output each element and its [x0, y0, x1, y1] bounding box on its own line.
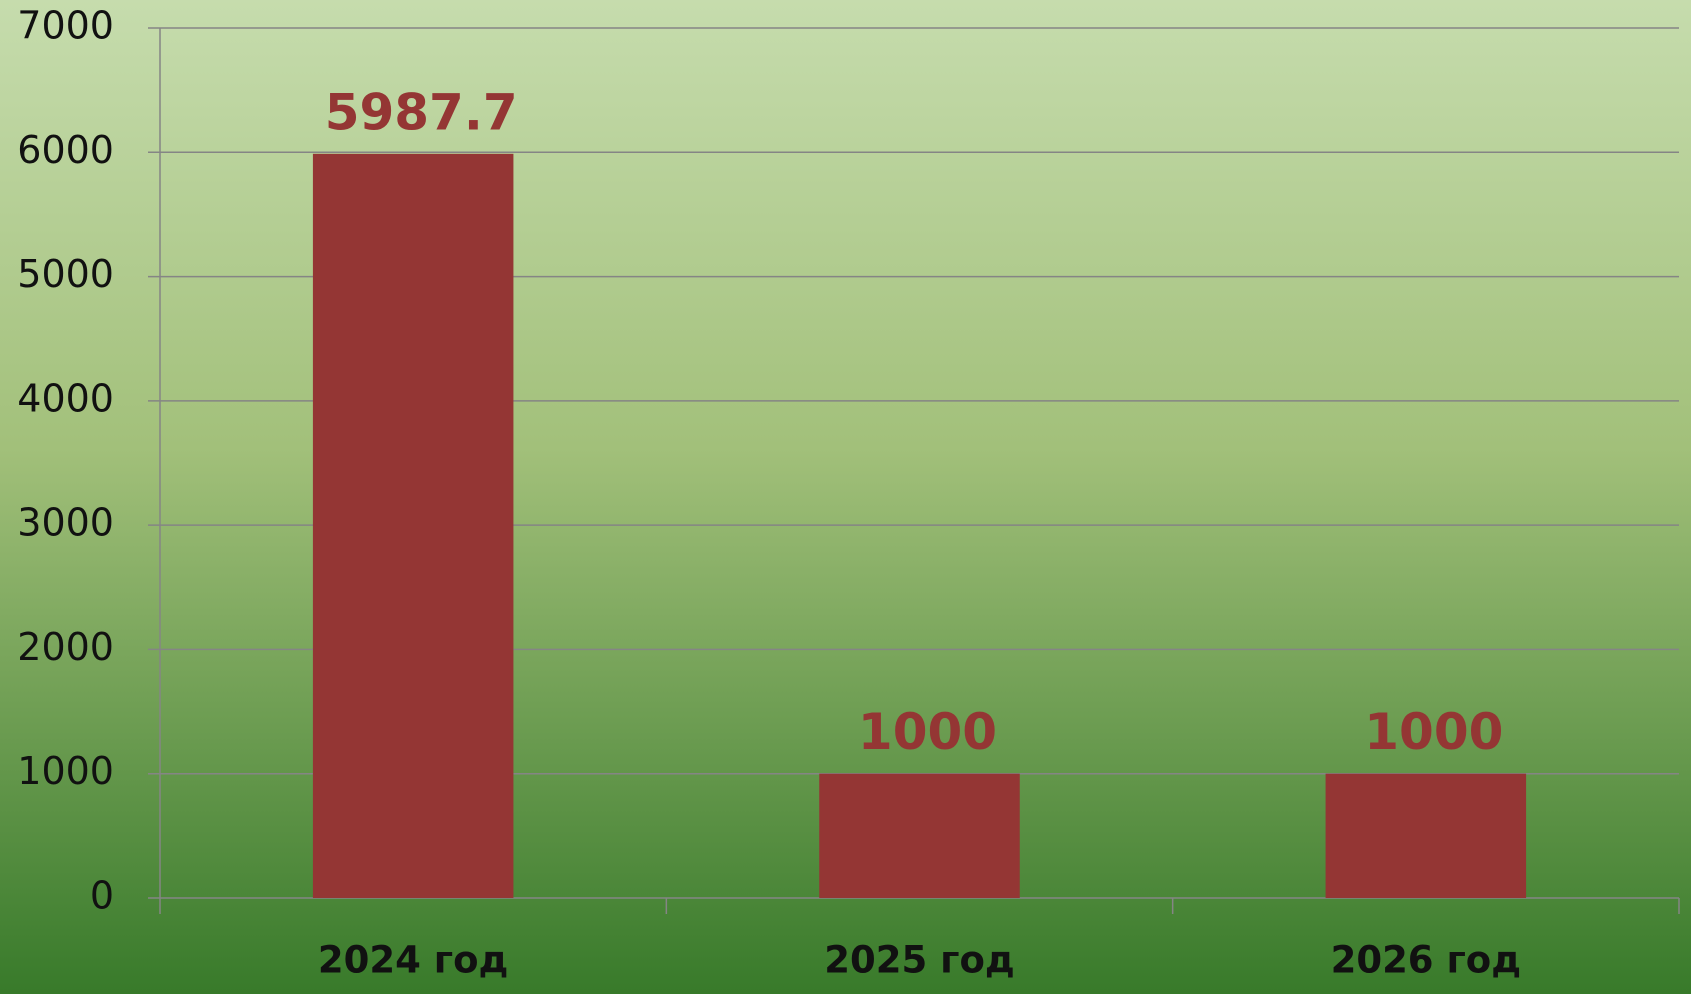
y-tick-label: 7000: [17, 4, 114, 48]
y-tick-label: 3000: [17, 501, 114, 545]
x-tick-label: 2025 год: [824, 939, 1015, 982]
y-tick-label: 0: [90, 874, 114, 918]
x-tick-label: 2024 год: [318, 939, 509, 982]
y-tick-label: 4000: [17, 376, 114, 420]
y-tick-label: 2000: [17, 625, 114, 669]
y-tick-label: 6000: [17, 128, 114, 172]
data-label: 1000: [1364, 703, 1503, 761]
x-tick-label: 2026 год: [1331, 939, 1522, 982]
y-tick-label: 5000: [17, 252, 114, 296]
y-tick-label: 1000: [17, 749, 114, 793]
bar: [1325, 773, 1527, 898]
data-label: 1000: [858, 703, 997, 761]
bar: [819, 773, 1020, 898]
bar: [312, 153, 514, 898]
data-label: 5987.7: [325, 83, 518, 141]
